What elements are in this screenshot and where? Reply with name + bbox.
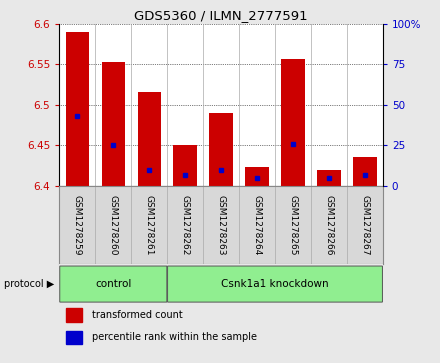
Bar [66, 32, 89, 186]
Bar [138, 92, 161, 186]
Bar [353, 157, 377, 186]
Text: percentile rank within the sample: percentile rank within the sample [92, 332, 257, 342]
Bar [66, 308, 82, 322]
Text: protocol ▶: protocol ▶ [4, 279, 55, 289]
Text: GSM1278260: GSM1278260 [109, 195, 118, 256]
Text: GSM1278261: GSM1278261 [145, 195, 154, 256]
Text: GSM1278259: GSM1278259 [73, 195, 82, 256]
Bar [66, 331, 82, 344]
Text: Csnk1a1 knockdown: Csnk1a1 knockdown [221, 279, 329, 289]
Bar [102, 62, 125, 186]
FancyBboxPatch shape [60, 266, 167, 302]
Bar [209, 113, 233, 186]
Text: GSM1278266: GSM1278266 [324, 195, 334, 256]
Bar [317, 170, 341, 186]
Bar [173, 146, 197, 186]
Text: GSM1278265: GSM1278265 [289, 195, 297, 256]
Text: GSM1278267: GSM1278267 [360, 195, 369, 256]
Text: GSM1278262: GSM1278262 [181, 195, 190, 256]
FancyBboxPatch shape [168, 266, 382, 302]
Bar [246, 167, 269, 186]
Text: transformed count: transformed count [92, 310, 183, 320]
Text: GSM1278263: GSM1278263 [216, 195, 226, 256]
Text: GSM1278264: GSM1278264 [253, 195, 261, 256]
Bar [281, 58, 304, 186]
Text: control: control [95, 279, 132, 289]
Title: GDS5360 / ILMN_2777591: GDS5360 / ILMN_2777591 [134, 9, 308, 23]
